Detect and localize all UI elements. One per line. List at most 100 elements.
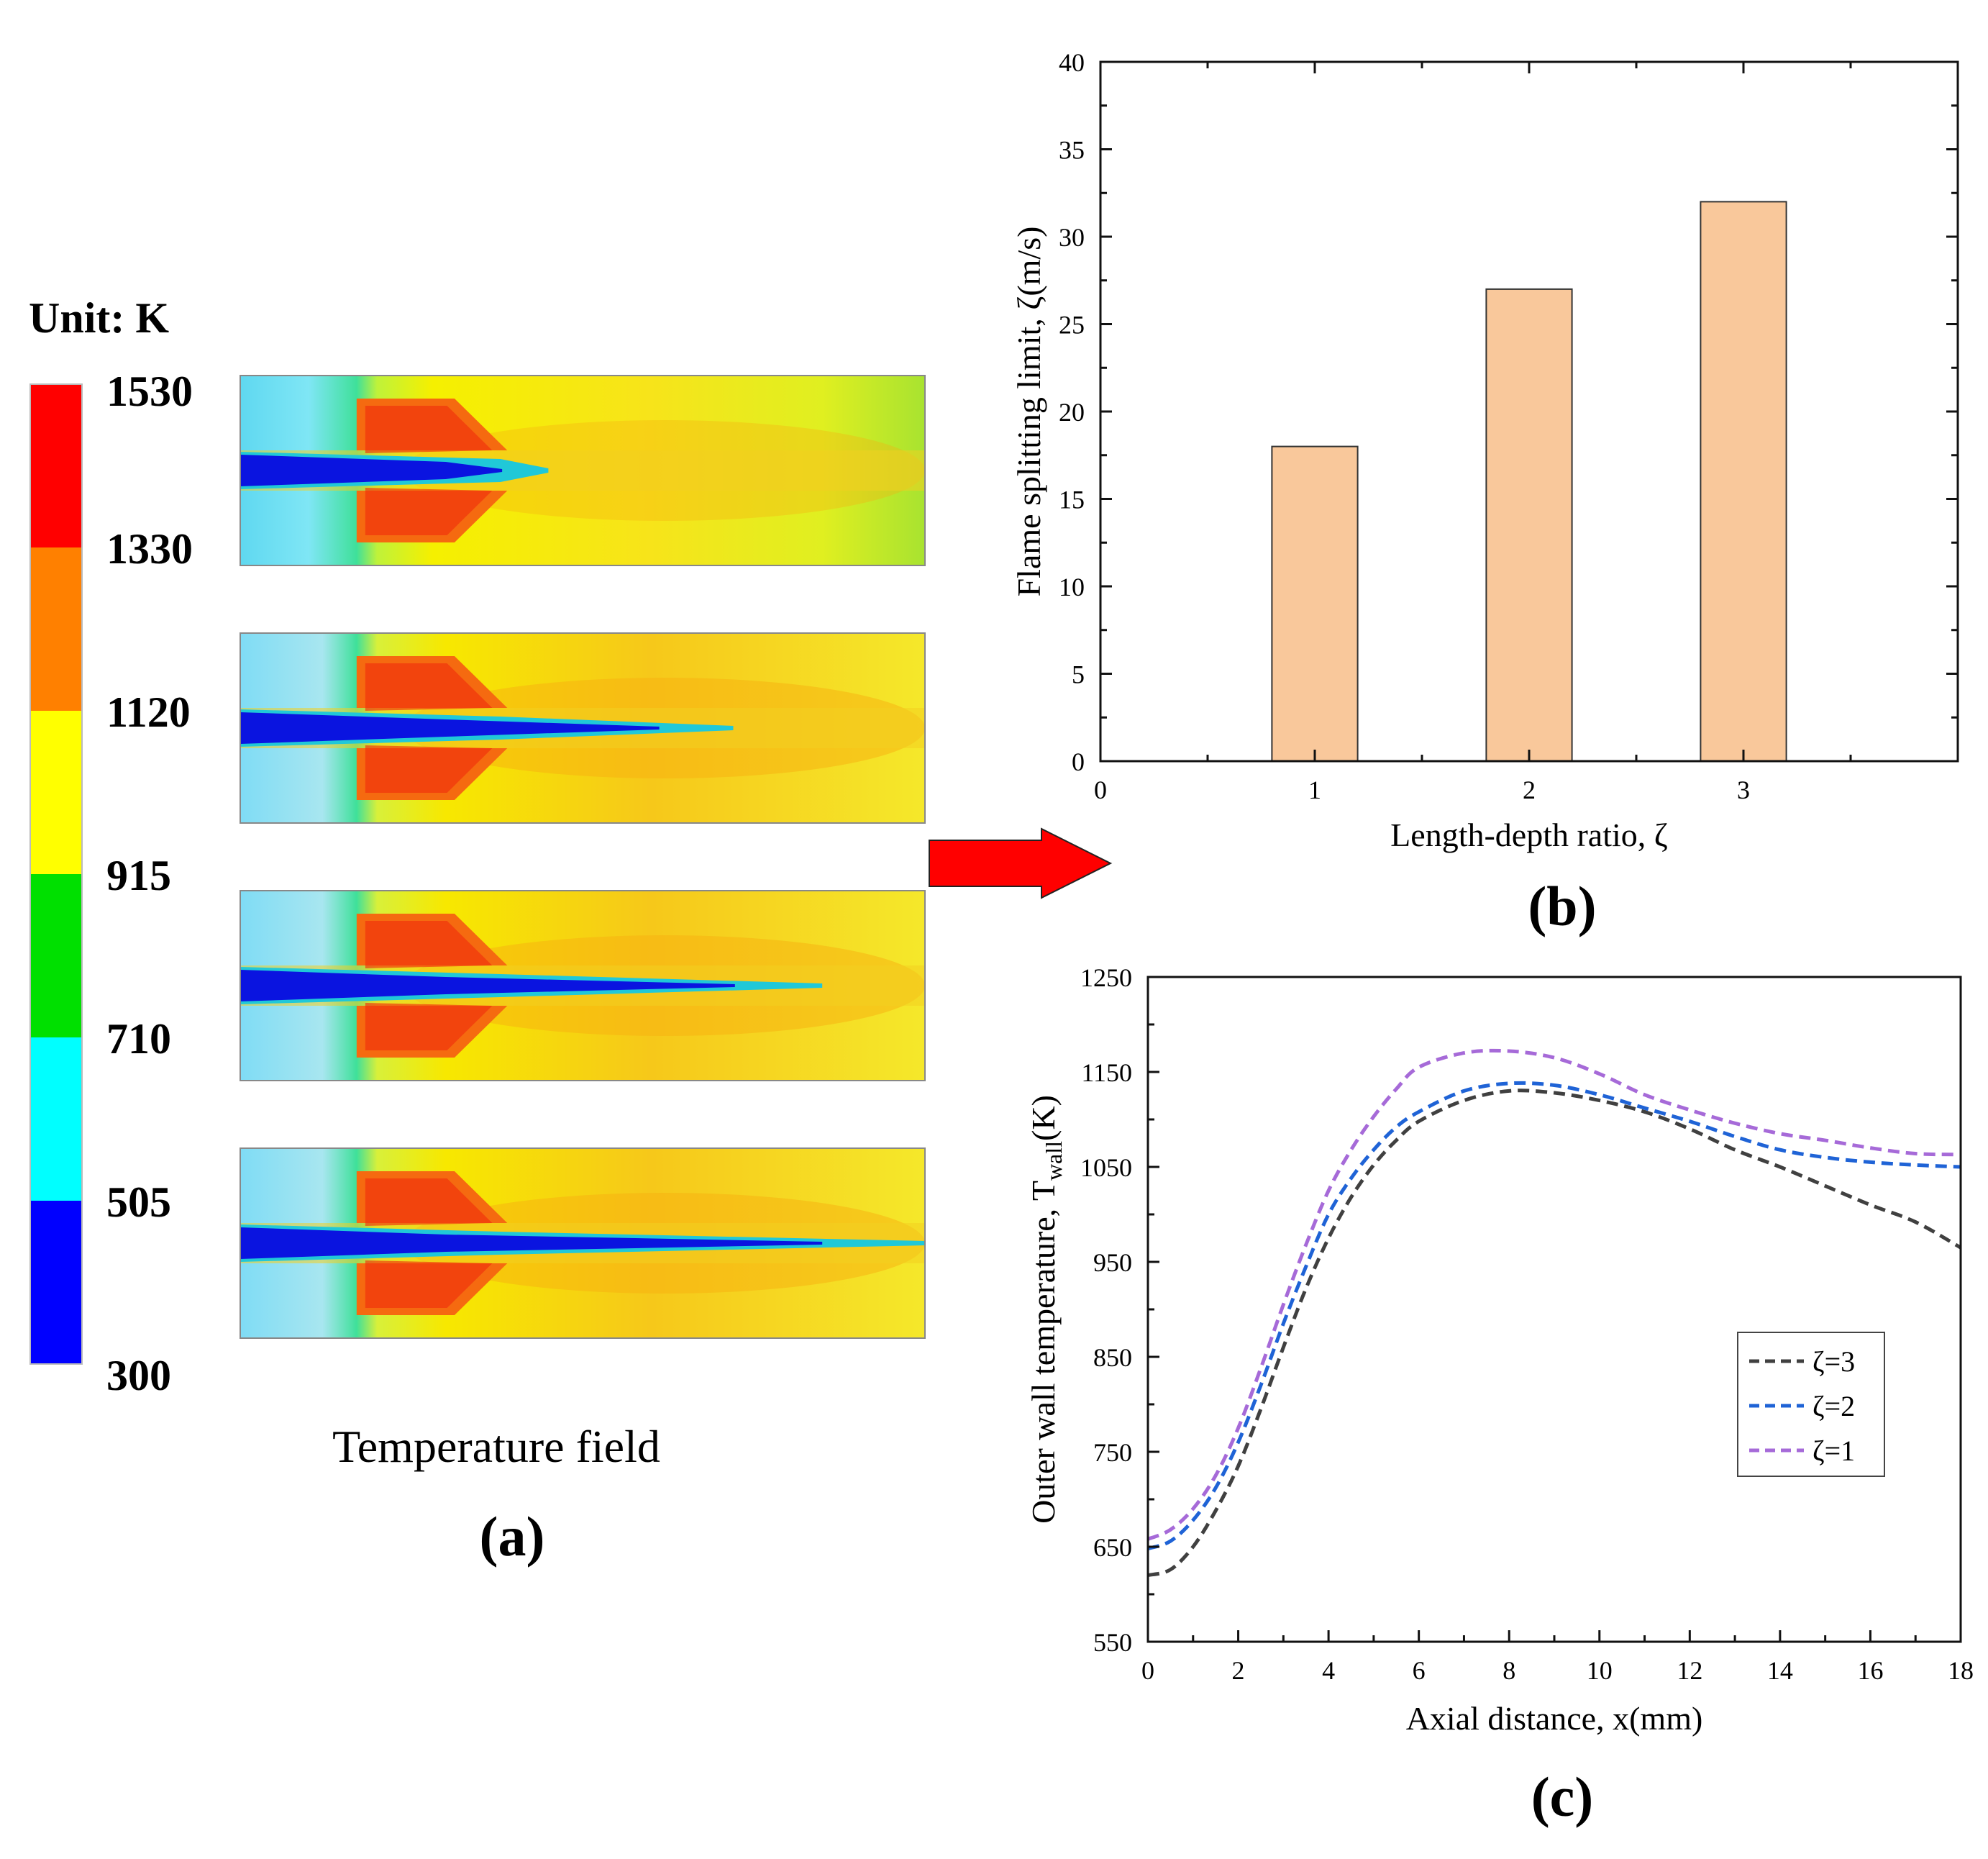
colorbar-tick-label: 710 — [106, 1015, 171, 1063]
x-tick-label: 16 — [1857, 1656, 1883, 1685]
right-arrow-icon — [929, 827, 1113, 899]
colorbar-segment — [30, 711, 82, 874]
cold-jet-core — [240, 970, 735, 1001]
y-axis-label: Flame splitting limit, ζ(m/s) — [1011, 227, 1047, 597]
x-tick-label: 18 — [1948, 1656, 1974, 1685]
y-axis-label: Outer wall temperature, Twall(K) — [1025, 1095, 1067, 1524]
colorbar-segment — [30, 547, 82, 711]
panel-b-bar-chart: 0 1 2 3 0 5 10 15 20 25 30 35 40 Length-depth ratio… — [1011, 48, 1959, 937]
colorbar-tick-labels: 1530 1330 1120 915 710 505 300 — [106, 368, 193, 1399]
y-tick-label: 1250 — [1080, 963, 1132, 992]
series-line-ζ=1 — [1148, 1048, 1961, 1541]
x-tick-label: 0 — [1094, 776, 1107, 804]
cavity-flame-core — [365, 663, 493, 711]
panel-a: Unit: K 1530 1330 1120 915 710 505 300 Tempera… — [29, 294, 926, 1568]
y-tick-label: 30 — [1059, 223, 1085, 252]
x-tick-label: 10 — [1587, 1656, 1613, 1685]
x-tick-label: 2 — [1523, 776, 1536, 804]
field-frame — [240, 375, 926, 566]
y-axis-label-main: Outer wall temperature, T — [1025, 1181, 1062, 1524]
field-frame — [240, 1147, 926, 1339]
y-tick-label: 550 — [1093, 1628, 1132, 1657]
y-tick-label: 20 — [1059, 398, 1085, 427]
cavity-flame-core — [365, 406, 493, 453]
legend-entry: ζ=1 — [1813, 1435, 1855, 1467]
panel-b-label: (b) — [1528, 875, 1596, 937]
colorbar-frame — [29, 383, 83, 1365]
colorbar-segment — [30, 874, 82, 1037]
colorbar-segment — [30, 1037, 82, 1201]
x-tick-label: 1 — [1308, 776, 1321, 804]
cavity-flame-core — [365, 488, 493, 535]
colorbar-segment — [30, 1201, 82, 1364]
x-tick-label: 0 — [1141, 1656, 1154, 1685]
y-tick-label: 1150 — [1081, 1058, 1132, 1087]
y-tick-label: 10 — [1059, 573, 1085, 601]
y-axis-ticks: 0 5 10 15 20 25 30 35 40 — [1059, 48, 1958, 776]
temperature-field-panel — [240, 890, 926, 1081]
x-axis-label: Length-depth ratio, ζ — [1390, 817, 1668, 853]
field-frame — [240, 890, 926, 1081]
colorbar-tick-label: 915 — [106, 852, 171, 899]
y-tick-label: 40 — [1059, 48, 1085, 77]
cavity-flame-core — [365, 1003, 493, 1050]
x-tick-label: 2 — [1232, 1656, 1245, 1685]
y-tick-label: 0 — [1072, 747, 1085, 776]
bar — [1271, 445, 1359, 762]
x-tick-label: 12 — [1677, 1656, 1702, 1685]
panel-c-line-chart: 0 2 4 6 8 10 12 14 16 18 550 650 750 850 950 1050 1150 1… — [1025, 963, 1974, 1828]
colorbar-segment — [30, 384, 82, 547]
bar — [1485, 288, 1573, 762]
y-axis-label-unit: (K) — [1025, 1095, 1062, 1141]
series-line-ζ=3 — [1148, 1088, 1961, 1578]
line-series — [1148, 1048, 1961, 1578]
colorbar — [29, 383, 83, 1365]
panel-c-label: (c) — [1531, 1765, 1594, 1828]
x-axis-ticks: 0 2 4 6 8 10 12 14 16 18 — [1141, 1630, 1974, 1685]
temperature-field-panel — [240, 632, 926, 824]
plot-frame — [1146, 976, 1962, 1643]
x-tick-label: 3 — [1737, 776, 1750, 804]
cavity-flame-core — [365, 1178, 493, 1226]
colorbar-unit-label: Unit: K — [29, 294, 169, 342]
y-tick-label: 25 — [1059, 311, 1085, 340]
y-axis-ticks: 550 650 750 850 950 1050 1150 1250 — [1080, 963, 1159, 1657]
legend-box — [1737, 1332, 1885, 1477]
panel-a-caption: Temperature field — [332, 1421, 660, 1472]
y-tick-label: 1050 — [1080, 1153, 1132, 1182]
cavity-flame-core — [365, 921, 493, 968]
colorbar-tick-label: 505 — [106, 1178, 171, 1226]
legend-entry: ζ=3 — [1813, 1345, 1855, 1378]
temperature-field-contours — [240, 375, 926, 1339]
cavity-flame-core — [365, 745, 493, 793]
cold-jet-core — [240, 455, 503, 486]
cavity-flame-core — [365, 1260, 493, 1308]
x-axis-label: Axial distance, x(mm) — [1406, 1700, 1703, 1737]
x-tick-label: 4 — [1322, 1656, 1335, 1685]
y-tick-label: 750 — [1093, 1438, 1132, 1467]
y-tick-label: 950 — [1093, 1248, 1132, 1277]
field-frame — [240, 632, 926, 824]
y-tick-label: 35 — [1059, 136, 1085, 165]
temperature-field-panel — [240, 375, 926, 566]
x-tick-label: 8 — [1503, 1656, 1515, 1685]
bar — [1700, 201, 1787, 762]
x-axis-ticks: 0 1 2 3 — [1094, 62, 1959, 804]
colorbar-tick-label: 300 — [106, 1352, 171, 1399]
panel-a-label: (a) — [480, 1505, 545, 1568]
temperature-field-panel — [240, 1147, 926, 1339]
series-line-ζ=2 — [1148, 1081, 1961, 1551]
colorbar-tick-label: 1530 — [106, 368, 193, 415]
bar-series — [1271, 201, 1787, 762]
y-tick-label: 650 — [1093, 1533, 1132, 1562]
legend-entry: ζ=2 — [1813, 1390, 1855, 1422]
x-tick-label: 14 — [1767, 1656, 1793, 1685]
cold-jet-core — [240, 1227, 823, 1259]
y-tick-label: 5 — [1072, 660, 1085, 689]
y-tick-label: 850 — [1093, 1343, 1132, 1372]
legend: ζ=3 ζ=2 ζ=1 — [1737, 1332, 1885, 1477]
colorbar-tick-label: 1330 — [106, 525, 193, 573]
cold-jet-core — [240, 712, 660, 744]
colorbar-tick-label: 1120 — [106, 688, 191, 736]
